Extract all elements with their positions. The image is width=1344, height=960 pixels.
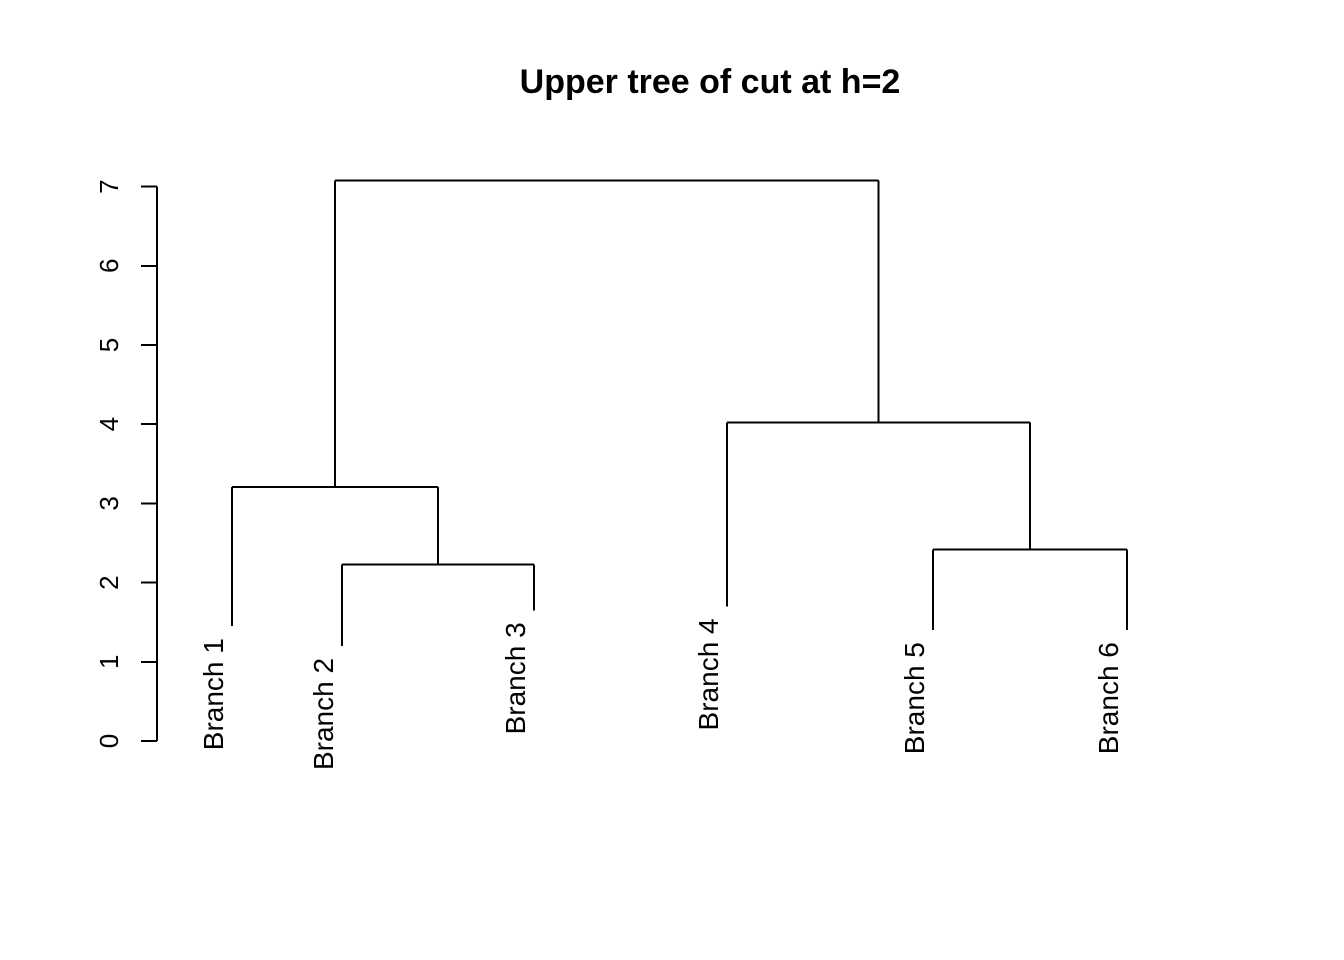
y-axis: 0 1 2 3 4 5 6 7 [94, 179, 158, 748]
y-tick-label: 2 [94, 575, 124, 589]
leaf-labels: Branch 1 Branch 2 Branch 3 Branch 4 Branch 5… [198, 618, 1124, 770]
leaf-label: Branch 4 [693, 618, 724, 730]
dendrogram-tree [231, 179, 1128, 646]
y-tick-label: 7 [94, 179, 124, 193]
chart-title: Upper tree of cut at h=2 [520, 63, 901, 101]
leaf-label: Branch 2 [308, 658, 339, 770]
y-tick-label: 1 [94, 655, 124, 669]
y-tick-label: 4 [94, 417, 124, 431]
leaf-label: Branch 1 [198, 638, 229, 750]
y-tick-label: 3 [94, 496, 124, 510]
y-tick-label: 6 [94, 259, 124, 273]
leaf-label: Branch 3 [500, 622, 531, 734]
leaf-label: Branch 6 [1093, 642, 1124, 754]
y-tick-label: 0 [94, 734, 124, 748]
y-tick-label: 5 [94, 338, 124, 352]
leaf-label: Branch 5 [899, 642, 930, 754]
